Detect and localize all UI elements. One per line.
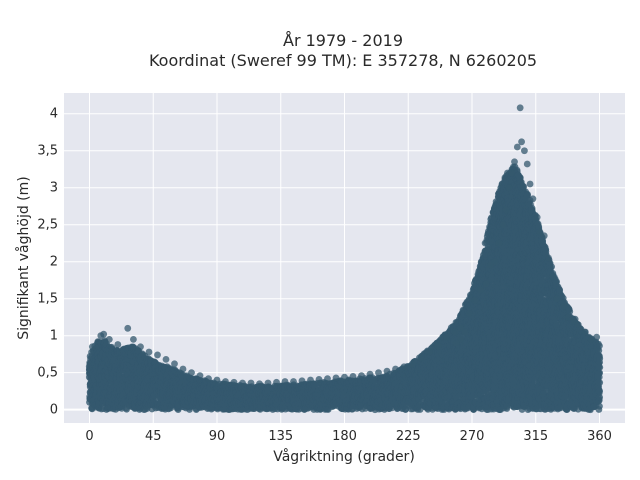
chart-title-line1: År 1979 - 2019 xyxy=(283,31,403,50)
data-points xyxy=(85,104,604,414)
chart-title-line2: Koordinat (Sweref 99 TM): E 357278, N 62… xyxy=(149,51,537,70)
